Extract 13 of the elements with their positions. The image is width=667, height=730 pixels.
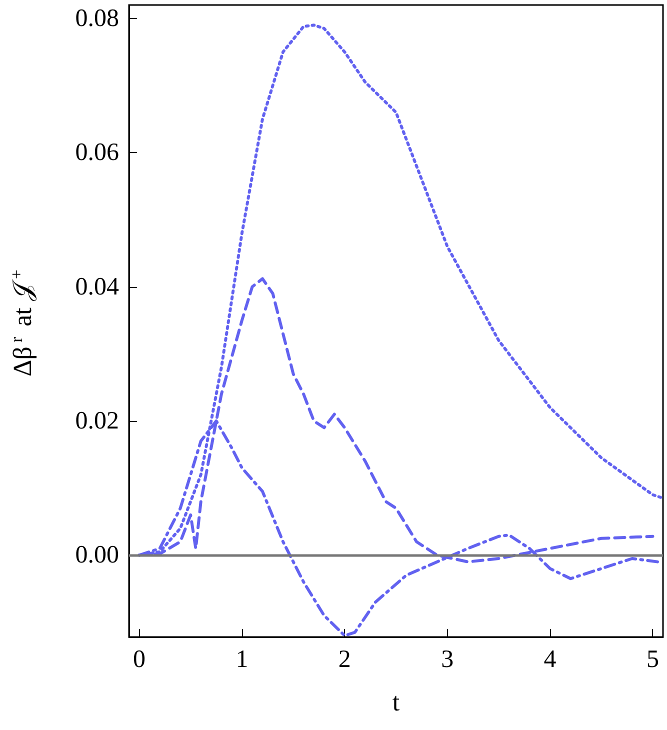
y-tick-label: 0.02 — [75, 407, 119, 434]
x-tick-label: 0 — [133, 646, 146, 673]
y-tick-label: 0.04 — [75, 273, 120, 300]
x-axis-title: t — [392, 688, 400, 716]
x-tick-label: 4 — [544, 646, 557, 673]
y-axis-title: Δβr at 𝒥+ — [7, 270, 37, 376]
x-tick-label: 1 — [236, 646, 248, 673]
y-tick-label: 0.00 — [75, 542, 119, 569]
x-tick-label: 3 — [441, 646, 454, 673]
y-tick-label: 0.08 — [75, 4, 119, 32]
x-tick-label: 2 — [338, 646, 351, 673]
x-tick-label: 5 — [646, 646, 659, 673]
y-tick-label: 0.06 — [75, 139, 119, 166]
